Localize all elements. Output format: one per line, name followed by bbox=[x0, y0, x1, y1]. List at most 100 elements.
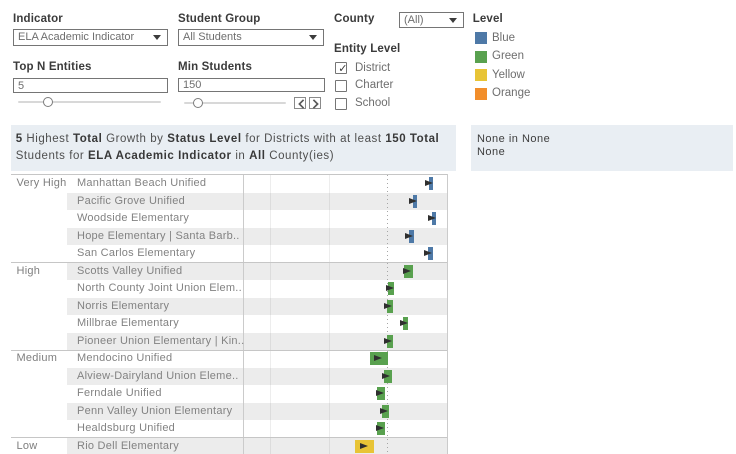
status-group-divider bbox=[11, 349, 447, 351]
gridline bbox=[328, 175, 330, 454]
status-group-divider bbox=[11, 437, 447, 438]
growth-arrow-icon bbox=[359, 442, 368, 449]
plot-border bbox=[446, 174, 448, 454]
growth-arrow-icon bbox=[423, 250, 432, 257]
entity-label[interactable]: Woodside Elementary bbox=[77, 212, 190, 225]
school-checkbox-label[interactable]: School bbox=[355, 97, 391, 110]
entity-label[interactable]: Penn Valley Union Elementary bbox=[77, 404, 233, 417]
min-students-value: 150 bbox=[183, 78, 202, 91]
info-card-line2: None bbox=[476, 146, 506, 159]
legend-swatch-orange[interactable] bbox=[474, 87, 487, 100]
legend-swatch-green[interactable] bbox=[474, 50, 487, 63]
min-students-decrement-button[interactable] bbox=[294, 96, 306, 109]
entity-label[interactable]: Ferndale Unified bbox=[77, 387, 162, 400]
info-card: None in None None bbox=[470, 125, 733, 171]
chevron-down-icon bbox=[308, 35, 317, 40]
min-students-input[interactable]: 150 bbox=[178, 77, 325, 92]
chart-title: 5 Highest Total Growth by Status Level f… bbox=[15, 132, 440, 163]
entity-label[interactable]: Pacific Grove Unified bbox=[77, 194, 185, 207]
entity-label[interactable]: Mendocino Unified bbox=[77, 352, 173, 365]
chart-title-card: 5 Highest Total Growth by Status Level f… bbox=[11, 125, 456, 171]
charter-checkbox[interactable] bbox=[335, 79, 348, 92]
student-group-dropdown-value: All Students bbox=[183, 31, 242, 43]
chevron-down-icon bbox=[153, 35, 161, 41]
growth-arrow-icon bbox=[402, 267, 411, 274]
entity-label[interactable]: San Carlos Elementary bbox=[77, 247, 196, 260]
growth-arrow-icon bbox=[399, 320, 408, 327]
min-students-slider-knob[interactable] bbox=[192, 97, 203, 108]
zero-reference-line bbox=[386, 175, 388, 454]
legend-label-orange[interactable]: Orange bbox=[492, 87, 531, 99]
row-band bbox=[67, 262, 447, 280]
growth-arrow-icon bbox=[424, 180, 433, 187]
min-students-label: Min Students bbox=[178, 61, 252, 73]
row-band bbox=[67, 367, 447, 385]
entity-label[interactable]: North County Joint Union Elem.. bbox=[77, 282, 242, 295]
chevron-down-icon bbox=[448, 18, 457, 23]
entity-label[interactable]: Rio Dell Elementary bbox=[77, 439, 179, 452]
entity-label[interactable]: Manhattan Beach Unified bbox=[77, 177, 207, 190]
student-group-filter-label: Student Group bbox=[178, 13, 261, 25]
entity-label[interactable]: Hope Elementary | Santa Barb.. bbox=[77, 229, 240, 242]
chevron-left-icon bbox=[297, 99, 304, 109]
checkmark-icon: ✓ bbox=[338, 62, 348, 76]
growth-arrow-icon bbox=[404, 232, 413, 239]
plot-border bbox=[242, 174, 244, 454]
status-group-divider bbox=[11, 262, 447, 263]
growth-arrow-icon bbox=[384, 302, 393, 309]
student-group-dropdown[interactable]: All Students bbox=[178, 28, 324, 46]
growth-arrow-icon bbox=[375, 390, 384, 397]
entity-label[interactable]: Millbrae Elementary bbox=[77, 317, 179, 330]
row-band bbox=[67, 227, 447, 245]
indicator-dropdown[interactable]: ELA Academic Indicator bbox=[13, 29, 168, 46]
growth-arrow-icon bbox=[374, 355, 383, 362]
info-card-line1: None in None bbox=[476, 132, 551, 145]
county-dropdown[interactable]: (All) bbox=[399, 12, 464, 28]
legend-label-blue[interactable]: Blue bbox=[492, 31, 516, 44]
status-label[interactable]: Very High bbox=[16, 177, 67, 190]
indicator-dropdown-value: ELA Academic Indicator bbox=[18, 31, 135, 44]
status-label[interactable]: Low bbox=[16, 439, 38, 452]
row-band bbox=[67, 437, 447, 454]
growth-arrow-icon bbox=[427, 215, 436, 222]
row-band bbox=[67, 332, 447, 350]
district-checkbox[interactable]: ✓ bbox=[335, 62, 348, 76]
entity-label[interactable]: Norris Elementary bbox=[77, 299, 170, 312]
legend-swatch-yellow[interactable] bbox=[474, 69, 487, 82]
entity-label[interactable]: Scotts Valley Unified bbox=[77, 264, 183, 277]
county-filter-label: County bbox=[334, 13, 375, 25]
growth-arrow-icon bbox=[375, 425, 384, 432]
status-label[interactable]: High bbox=[16, 264, 41, 277]
growth-arrow-icon bbox=[380, 407, 389, 414]
county-dropdown-value: (All) bbox=[404, 14, 424, 26]
entity-label[interactable]: Pioneer Union Elementary | Kin.. bbox=[77, 334, 245, 347]
entity-level-label: Entity Level bbox=[334, 42, 401, 55]
entity-label[interactable]: Healdsburg Unified bbox=[77, 422, 176, 435]
info-card-text: None in None None bbox=[477, 133, 550, 160]
district-checkbox-label[interactable]: District bbox=[355, 61, 391, 74]
growth-arrow-icon bbox=[382, 372, 391, 379]
top-n-entities-value: 5 bbox=[18, 79, 25, 92]
top-n-entities-slider-knob[interactable] bbox=[43, 96, 54, 107]
row-band bbox=[67, 297, 447, 315]
growth-arrow-icon bbox=[408, 197, 417, 204]
chart-top-border bbox=[11, 174, 447, 175]
level-legend-title: Level bbox=[472, 13, 503, 25]
growth-arrow-icon bbox=[384, 337, 393, 344]
row-band bbox=[67, 192, 447, 210]
min-students-increment-button[interactable] bbox=[308, 96, 321, 109]
top-n-entities-input[interactable]: 5 bbox=[13, 78, 168, 93]
row-band bbox=[67, 402, 447, 420]
legend-label-yellow[interactable]: Yellow bbox=[492, 68, 525, 81]
status-label[interactable]: Medium bbox=[16, 352, 58, 365]
charter-checkbox-label[interactable]: Charter bbox=[355, 79, 394, 92]
school-checkbox[interactable] bbox=[335, 97, 348, 110]
legend-swatch-blue[interactable] bbox=[474, 32, 487, 45]
top-n-entities-slider-track[interactable] bbox=[18, 100, 162, 103]
gridline bbox=[269, 175, 271, 454]
legend-label-green[interactable]: Green bbox=[492, 50, 524, 63]
entity-label[interactable]: Alview-Dairyland Union Eleme.. bbox=[77, 369, 239, 382]
top-n-entities-label: Top N Entities bbox=[13, 61, 92, 73]
min-students-slider-track[interactable] bbox=[184, 101, 286, 104]
